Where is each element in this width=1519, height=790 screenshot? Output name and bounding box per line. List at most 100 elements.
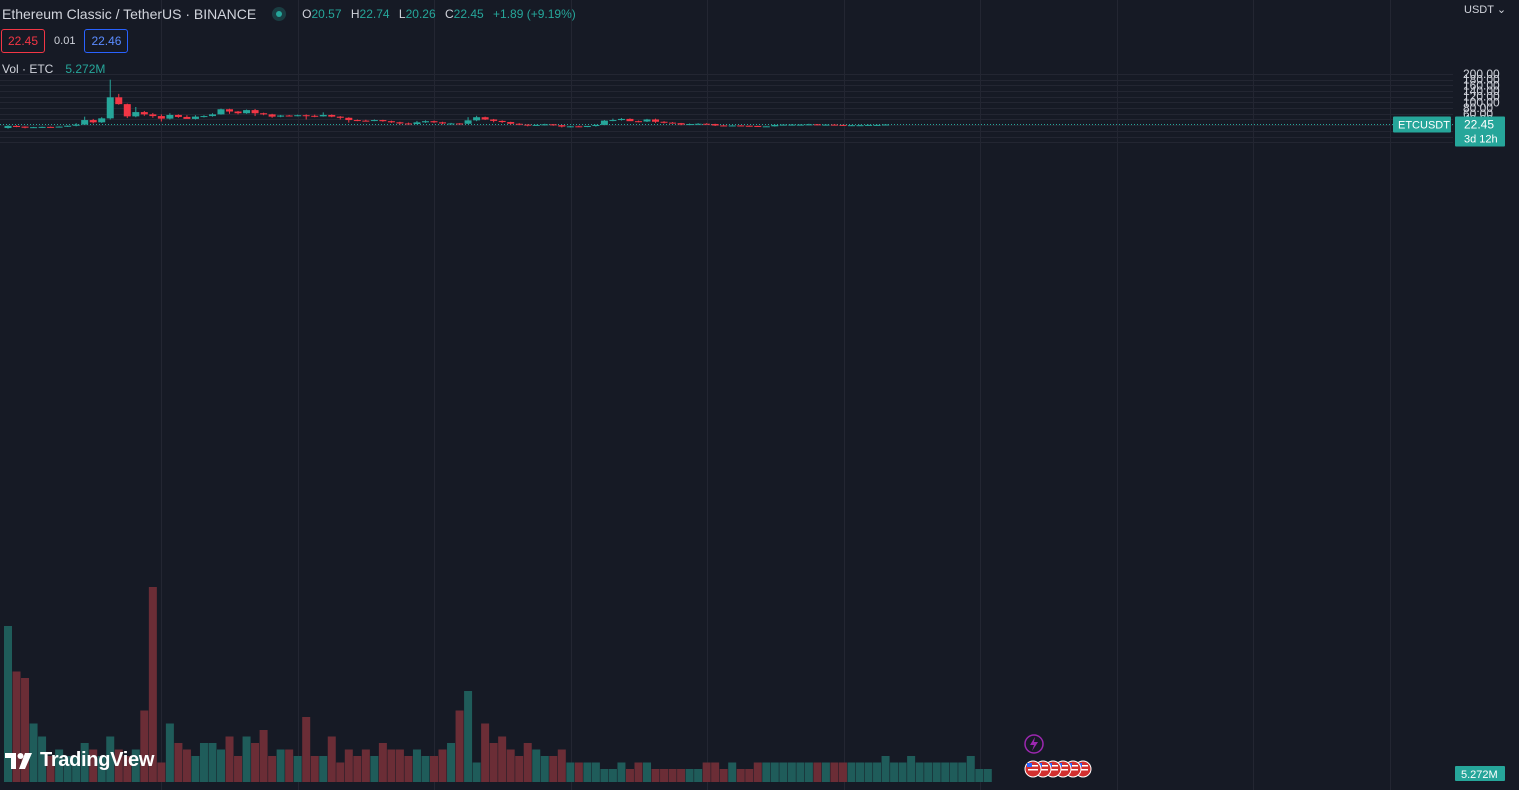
candle-body [208, 114, 216, 117]
volume-bar [140, 710, 149, 782]
candle-body [404, 123, 412, 125]
candle-body [634, 121, 642, 123]
price-tick-label: 100.00 [1463, 95, 1500, 109]
volume-bar [975, 769, 984, 782]
candle-body [524, 124, 532, 126]
volume-bar [412, 749, 421, 782]
volume-bar [941, 762, 950, 782]
volume-legend[interactable]: Vol · ETC 5.272M [2, 62, 105, 76]
volume-bar [481, 723, 490, 782]
candle-body [328, 114, 336, 117]
candle-body [532, 124, 540, 126]
volume-bar [242, 736, 251, 782]
candle-body [200, 116, 208, 118]
volume-bar [719, 769, 728, 782]
volume-bar [668, 769, 677, 782]
candle-body [813, 124, 821, 126]
volume-bar [106, 736, 115, 782]
symbol-tag-box [1393, 116, 1451, 133]
volume-bar [336, 762, 345, 782]
candle-body [166, 114, 174, 119]
volume-bar [378, 743, 387, 782]
candle-body [617, 118, 625, 121]
flag-stripe [1068, 769, 1078, 771]
flag-stripe [1048, 769, 1058, 771]
price-tick-label: 160.00 [1463, 78, 1500, 92]
spread-value: 0.01 [54, 35, 76, 47]
volume-bar [634, 762, 643, 782]
symbol-name[interactable]: Ethereum Classic / TetherUS · BINANCE [2, 6, 257, 22]
volume-bar [395, 749, 404, 782]
volume-bar [259, 730, 268, 782]
candle-body [728, 125, 736, 127]
tradingview-logo[interactable]: TradingView [4, 749, 154, 772]
volume-bar [285, 749, 294, 782]
candle-body [439, 122, 447, 124]
volume-bar [907, 756, 916, 782]
volume-bar [498, 736, 507, 782]
currency-selector[interactable]: USDT ⌄ [1464, 3, 1506, 16]
candle-body [805, 124, 813, 126]
candle-body [421, 121, 429, 123]
volume-bar [302, 717, 311, 782]
candle-body [336, 116, 344, 118]
volume-bar [949, 762, 958, 782]
buy-button[interactable]: 22.46 [84, 29, 129, 53]
volume-bar [55, 749, 64, 782]
high-value: 22.74 [359, 7, 390, 21]
volume-bar [643, 762, 651, 782]
currency-label: USDT [1464, 4, 1494, 16]
candle-body [132, 112, 140, 117]
volume-bar [753, 762, 762, 782]
symbol-legend[interactable]: Ethereum Classic / TetherUS · BINANCE O2… [2, 6, 576, 22]
price-tick-label: 140.00 [1463, 84, 1500, 98]
volume-bar [310, 756, 319, 782]
candle-body [217, 109, 225, 115]
volume-bar [268, 756, 277, 782]
candle-body [600, 120, 608, 125]
candle-body [251, 110, 259, 114]
volume-bar [191, 756, 200, 782]
candle-body [98, 118, 106, 123]
volume-bar [234, 756, 243, 782]
volume-bar [898, 762, 907, 782]
candle-body [174, 114, 182, 117]
candle-body [515, 123, 523, 125]
candle-body [30, 127, 38, 129]
events-layer[interactable] [1024, 734, 1092, 778]
volume-bar [813, 762, 822, 782]
price-tick-label: 120.00 [1463, 90, 1500, 104]
volume-bar [660, 769, 669, 782]
candle-body [268, 114, 276, 117]
volume-bar [830, 762, 839, 782]
volume-bar [856, 762, 864, 782]
candle-body [865, 124, 873, 126]
grid [0, 0, 1453, 790]
sell-button[interactable]: 22.45 [1, 29, 46, 53]
candle-body [847, 125, 855, 127]
volume-bar [966, 756, 975, 782]
flag-stripe [1068, 765, 1078, 767]
candle-body [396, 122, 404, 124]
candle-body [21, 126, 29, 128]
volume-bar [131, 749, 140, 782]
candle-body [464, 120, 472, 124]
candle-body [796, 124, 804, 126]
chevron-down-icon: ⌄ [1496, 4, 1507, 16]
volume-bar [97, 756, 106, 782]
candle-body [149, 114, 157, 117]
volume-bar [430, 756, 438, 782]
volume-bar [958, 762, 967, 782]
candle-body [226, 109, 234, 112]
volume-bar [557, 749, 566, 782]
candle-body [123, 104, 131, 117]
volume-bar [677, 769, 686, 782]
volume-bar [29, 723, 38, 782]
volume-bar [625, 769, 634, 782]
low-key: L [398, 7, 406, 21]
candle-body [592, 124, 600, 127]
volume-bar [344, 749, 353, 782]
volume-bar [472, 762, 481, 782]
volume-bar [873, 762, 882, 782]
